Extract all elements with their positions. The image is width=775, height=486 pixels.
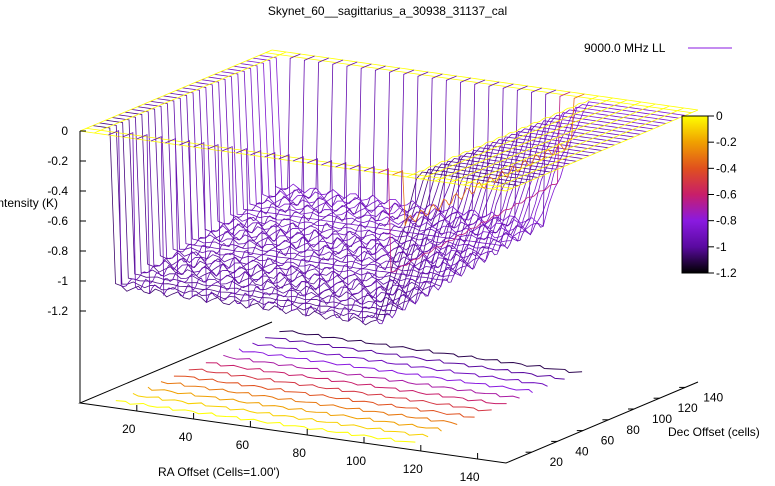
z-tick-label: -0.2	[47, 154, 68, 168]
mesh-col	[165, 61, 358, 297]
mesh-row	[233, 65, 660, 242]
surface-mesh	[79, 49, 699, 326]
mesh-col	[179, 63, 372, 298]
contour-line	[238, 348, 533, 394]
colorbar-tick-label: -0.8	[716, 214, 737, 228]
contour-line	[252, 342, 548, 387]
y-tick-label: 120	[678, 401, 698, 415]
mesh-col	[463, 103, 656, 186]
contour-line	[132, 392, 429, 438]
x-tick-label: 60	[236, 438, 250, 452]
y-tick-label: 140	[703, 390, 723, 404]
z-tick-label: -1	[57, 274, 68, 288]
contour-line	[279, 330, 583, 373]
mesh-col	[363, 89, 557, 325]
mesh-col	[108, 53, 301, 287]
base-frame	[78, 321, 699, 464]
x-tick-label: 100	[346, 454, 366, 468]
contour-line	[265, 337, 565, 380]
mesh-col	[136, 57, 329, 294]
x-tick-label: 120	[403, 462, 423, 476]
mesh-col	[150, 59, 344, 297]
mesh-col	[477, 105, 670, 188]
mesh-col	[94, 51, 287, 134]
mesh-col	[349, 87, 542, 324]
mesh-col	[278, 77, 471, 312]
legend: 9000.0 MHz LL	[584, 41, 732, 55]
colorbar-tick-label: -0.2	[716, 135, 737, 149]
mesh-col	[122, 55, 315, 290]
colorbar-tick-label: -1	[716, 240, 727, 254]
base-edges	[78, 321, 699, 464]
mesh-col	[378, 91, 571, 273]
contour-line	[160, 381, 458, 425]
y-tick-label: 80	[626, 423, 640, 437]
colorbar-tick-label: 0	[716, 109, 723, 123]
colorbar-tick-label: -1.2	[716, 266, 737, 280]
mesh-col	[505, 109, 699, 192]
mesh-col	[406, 95, 599, 178]
colorbar-tick-label: -0.6	[716, 188, 737, 202]
colorbar: 0 -0.2 -0.4 -0.6 -0.8 -1 -1.2	[681, 109, 737, 280]
y-tick-label: 100	[652, 412, 672, 426]
mesh-col	[193, 65, 386, 303]
contour-line	[173, 375, 475, 418]
x-axis: 20 40 60 80 100 120 140	[122, 405, 480, 484]
y-tick-label: 40	[575, 444, 589, 458]
mesh-col	[207, 67, 400, 301]
y-axis-label: Dec Offset (cells)	[668, 425, 760, 439]
x-tick-label: 40	[179, 430, 193, 444]
contour-line	[115, 400, 416, 443]
mesh-col	[264, 75, 457, 311]
z-tick-label: -0.4	[47, 184, 68, 198]
contour-line	[205, 362, 507, 405]
legend-label: 9000.0 MHz LL	[584, 41, 666, 55]
mesh-col	[236, 71, 429, 308]
mesh-col	[392, 93, 585, 226]
z-axis-label: Intensity (K)	[0, 196, 58, 210]
mesh-col	[420, 97, 613, 180]
mesh-col	[335, 85, 528, 322]
x-axis-label: RA Offset (Cells=1.00')	[158, 465, 280, 479]
chart-title: Skynet_60__sagittarius_a_30938_31137_cal	[267, 4, 508, 18]
mesh-col	[292, 79, 486, 317]
contour-line	[223, 354, 520, 399]
x-tick-label: 80	[293, 446, 307, 460]
mesh-col	[449, 101, 642, 184]
mesh-col	[221, 69, 415, 304]
mesh-col	[434, 99, 628, 182]
colorbar-tick-label: -0.4	[716, 161, 737, 175]
mesh-col	[491, 107, 684, 190]
contour-line	[188, 368, 492, 412]
y-axis: 20 40 60 80 100 120 140	[525, 386, 724, 469]
x-tick-label: 140	[460, 470, 480, 484]
colorbar-gradient	[681, 115, 709, 274]
mesh-col	[321, 83, 514, 319]
mesh-col	[250, 73, 443, 311]
z-tick-label: 0	[61, 124, 68, 138]
z-axis: 0 -0.2 -0.4 -0.6 -0.8 -1 -1.2	[47, 124, 86, 403]
y-tick-label: 60	[601, 434, 615, 448]
z-tick-label: -0.8	[47, 244, 68, 258]
z-tick-label: -1.2	[47, 304, 68, 318]
y-tick-label: 20	[550, 455, 564, 469]
mesh-col	[79, 49, 273, 132]
x-tick-label: 20	[122, 422, 136, 436]
z-tick-label: -0.6	[47, 214, 68, 228]
contour-line	[147, 386, 442, 432]
contour-lines	[115, 330, 583, 443]
